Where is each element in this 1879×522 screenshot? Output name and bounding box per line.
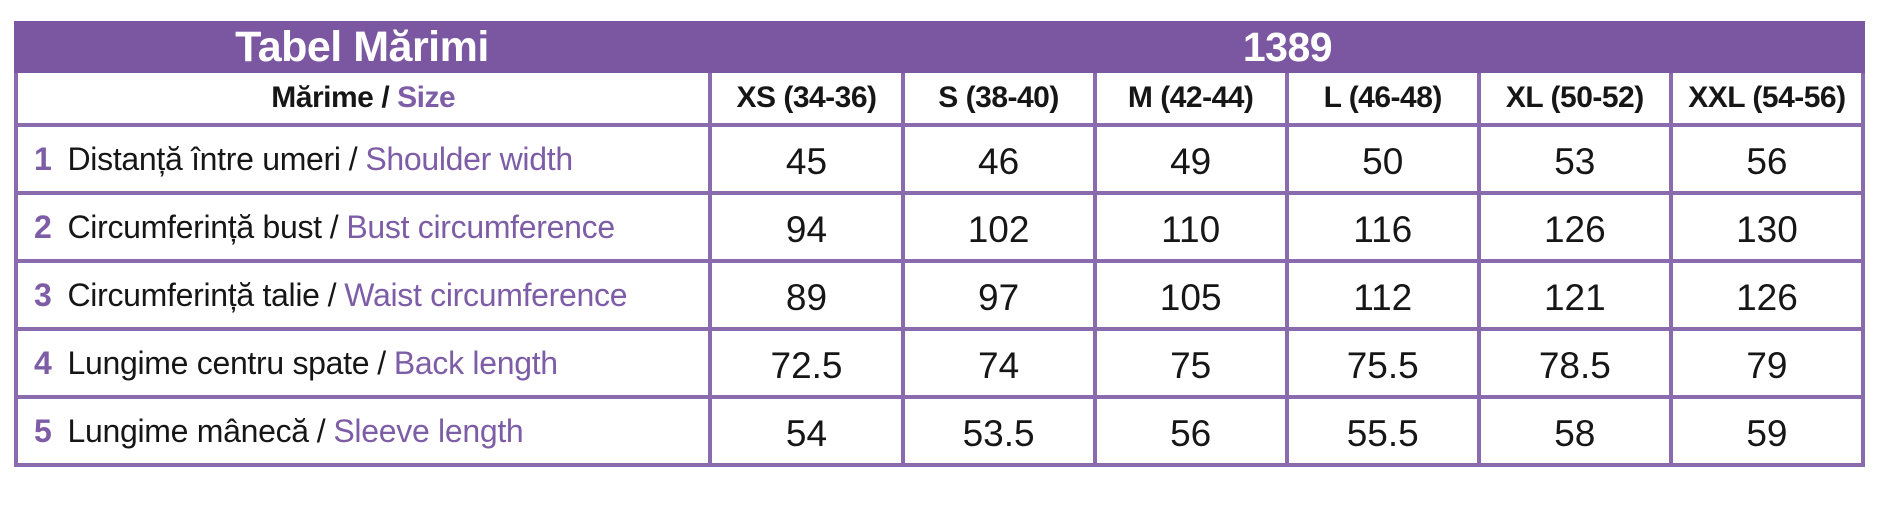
value-cell: 75 [1092,327,1289,399]
row-label: 2 Circumferință bust / Bust circumference [13,191,713,263]
row-label-ro: Lungime mânecă [67,412,310,449]
size-table: Mărime / Size XS (34-36) S (38-40) M (42-4… [13,73,1866,467]
row-label-en: Waist circumference [344,276,628,313]
column-header-m: M (42-44) [1092,73,1289,127]
label-separator: / [329,208,339,245]
value-cell: 116 [1284,191,1481,263]
column-header-xs: XS (34-36) [708,73,905,127]
measure-header-ro: Mărime [271,81,374,114]
value-cell: 79 [1668,327,1866,399]
value-cell: 126 [1476,191,1673,263]
row-label: 5 Lungime mânecă / Sleeve length [13,395,713,467]
row-label: 4 Lungime centru spate / Back length [13,327,713,399]
row-label-ro: Circumferință talie [67,276,320,313]
value-cell: 97 [900,259,1097,331]
row-label-ro: Distanță între umeri [67,140,342,177]
value-cell: 126 [1668,259,1866,331]
value-cell: 75.5 [1284,327,1481,399]
page-title: Tabel Mărimi [235,22,489,71]
row-number: 5 [34,412,52,449]
value-cell: 53 [1476,123,1673,195]
label-separator: / [316,412,326,449]
row-label-ro: Circumferință bust [67,208,323,245]
value-cell: 130 [1668,191,1866,263]
column-header-row: Mărime / Size XS (34-36) S (38-40) M (42-4… [13,73,1866,127]
row-number: 1 [34,140,52,177]
model-number: 1389 [1242,23,1333,70]
label-separator: / [348,140,358,177]
value-cell: 72.5 [708,327,905,399]
value-cell: 54 [708,395,905,467]
row-label-ro: Lungime centru spate [67,344,370,381]
table-row: 4 Lungime centru spate / Back length 72.5 7… [13,327,1866,399]
value-cell: 105 [1092,259,1289,331]
value-cell: 102 [900,191,1097,263]
column-header-s: S (38-40) [900,73,1097,127]
value-cell: 110 [1092,191,1289,263]
value-cell: 121 [1476,259,1673,331]
value-cell: 78.5 [1476,327,1673,399]
label-separator: / [327,276,337,313]
value-cell: 58 [1476,395,1673,467]
row-label-en: Sleeve length [333,412,524,449]
value-cell: 50 [1284,123,1481,195]
value-cell: 46 [900,123,1097,195]
row-label: 1 Distanță între umeri / Shoulder width [13,123,713,195]
row-number: 4 [34,344,52,381]
table-header-band: Tabel Mărimi 1389 [14,21,1865,73]
value-cell: 55.5 [1284,395,1481,467]
column-header-measure: Mărime / Size [13,73,713,127]
row-label: 3 Circumferință talie / Waist circumference [13,259,713,331]
table-row: 5 Lungime mânecă / Sleeve length 54 53.5 56… [13,395,1866,467]
table-row: 2 Circumferință bust / Bust circumference 9… [13,191,1866,263]
row-number: 2 [34,208,52,245]
row-label-en: Bust circumference [346,208,615,245]
value-cell: 74 [900,327,1097,399]
row-label-en: Shoulder width [365,140,573,177]
size-chart: Tabel Mărimi 1389 Mărime / Size XS (34-36)… [13,21,1866,467]
table-row: 3 Circumferință talie / Waist circumference… [13,259,1866,331]
value-cell: 45 [708,123,905,195]
measure-header-en: Size [397,81,456,114]
value-cell: 94 [708,191,905,263]
row-number: 3 [34,276,52,313]
value-cell: 59 [1668,395,1866,467]
label-separator: / [381,81,390,114]
value-cell: 49 [1092,123,1289,195]
label-separator: / [377,344,386,381]
table-row: 1 Distanță între umeri / Shoulder width 45 … [13,123,1866,195]
column-header-xl: XL (50-52) [1476,73,1673,127]
column-header-xxl: XXL (54-56) [1668,73,1866,127]
value-cell: 56 [1092,395,1289,467]
value-cell: 53.5 [900,395,1097,467]
value-cell: 89 [708,259,905,331]
column-header-l: L (46-48) [1284,73,1481,127]
value-cell: 56 [1668,123,1866,195]
row-label-en: Back length [393,344,558,381]
value-cell: 112 [1284,259,1481,331]
